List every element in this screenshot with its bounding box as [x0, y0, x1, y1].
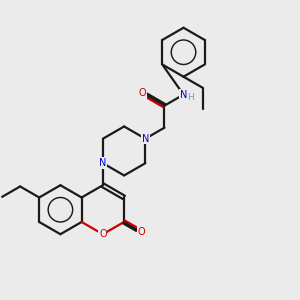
Text: N: N [99, 158, 106, 168]
Text: O: O [138, 227, 146, 237]
Text: N: N [180, 90, 187, 100]
Text: H: H [188, 92, 194, 101]
Text: O: O [99, 229, 106, 239]
Text: O: O [138, 88, 146, 98]
Text: N: N [142, 134, 149, 144]
